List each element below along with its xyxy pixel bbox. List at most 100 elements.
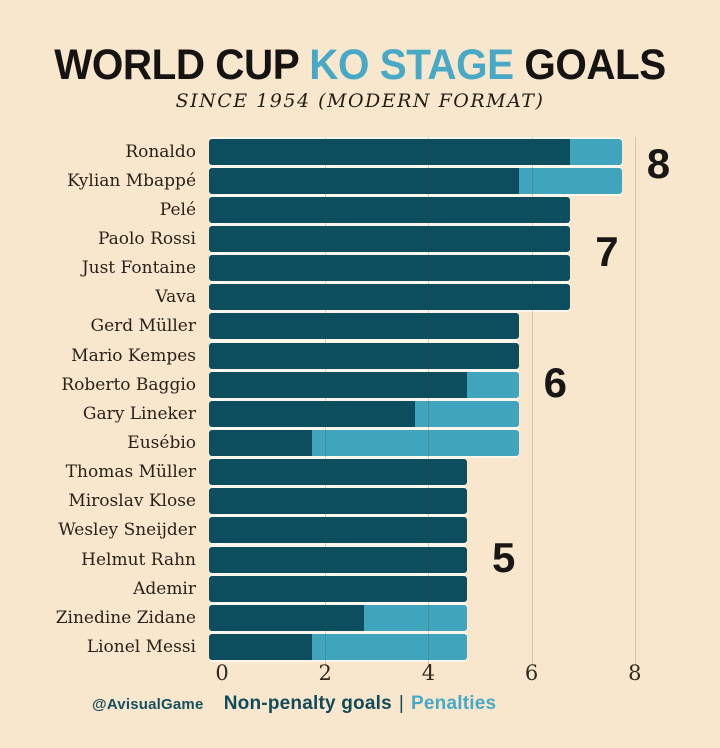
stacked-bar xyxy=(209,225,571,252)
bar-row: Pelé xyxy=(0,195,720,224)
bar-track xyxy=(209,255,720,282)
bar-row: Paolo Rossi xyxy=(0,224,720,253)
chart-title-part1: WORLD CUP xyxy=(54,41,310,89)
legend-nonpenalty-label: Non-penalty goals xyxy=(223,693,392,714)
nonpenalty-bar-segment xyxy=(209,459,467,486)
nonpenalty-bar-segment xyxy=(209,225,571,252)
axis-tick-label: 0 xyxy=(215,661,229,685)
bar-track xyxy=(209,313,720,340)
bar-track xyxy=(209,517,720,544)
penalty-bar-segment xyxy=(467,371,519,398)
stacked-bar xyxy=(209,604,467,631)
nonpenalty-bar-segment xyxy=(209,575,467,602)
stacked-bar xyxy=(209,342,519,369)
stacked-bar xyxy=(209,255,571,282)
bar-track xyxy=(209,138,720,165)
bar-row: Thomas Müller xyxy=(0,458,720,487)
nonpenalty-bar-segment xyxy=(209,517,467,544)
gridline xyxy=(325,137,327,665)
bar-row: Mario Kempes xyxy=(0,341,720,370)
bar-track xyxy=(209,400,720,427)
bar-track xyxy=(209,429,720,456)
penalty-bar-segment xyxy=(363,604,467,631)
bar-track xyxy=(209,342,720,369)
stacked-bar xyxy=(209,429,519,456)
bar-row: Roberto Baggio xyxy=(0,370,720,399)
chart-subtitle: SINCE 1954 (MODERN FORMAT) xyxy=(175,90,545,112)
bar-row: Wesley Sneijder xyxy=(0,516,720,545)
nonpenalty-bar-segment xyxy=(209,342,519,369)
nonpenalty-bar-segment xyxy=(209,255,571,282)
player-name-label: Gary Lineker xyxy=(82,403,196,424)
penalty-bar-segment xyxy=(415,400,519,427)
stacked-bar xyxy=(209,313,519,340)
stacked-bar xyxy=(209,138,622,165)
stacked-bar xyxy=(209,575,467,602)
bar-row: Just Fontaine xyxy=(0,254,720,283)
penalty-bar-segment xyxy=(312,633,467,660)
nonpenalty-bar-segment xyxy=(209,167,519,194)
bar-row: Lionel Messi xyxy=(0,632,720,661)
player-name-label: Gerd Müller xyxy=(90,316,196,337)
player-name-label: Kylian Mbappé xyxy=(67,170,196,191)
player-name-label: Ronaldo xyxy=(125,141,196,162)
player-name-label: Paolo Rossi xyxy=(97,228,196,249)
bar-track xyxy=(209,459,720,486)
total-goals-annotation: 6 xyxy=(543,358,567,406)
player-name-label: Just Fontaine xyxy=(81,258,196,279)
axis-tick-label: 4 xyxy=(421,661,436,685)
bar-track xyxy=(209,167,720,194)
bar-track xyxy=(209,371,720,398)
stacked-bar xyxy=(209,196,571,223)
bar-row: Gerd Müller xyxy=(0,312,720,341)
player-name-label: Mario Kempes xyxy=(71,345,196,366)
nonpenalty-bar-segment xyxy=(209,546,467,573)
total-goals-annotation: 8 xyxy=(646,140,670,188)
penalty-bar-segment xyxy=(312,429,519,456)
nonpenalty-bar-segment xyxy=(209,488,467,515)
total-goals-annotation: 7 xyxy=(595,227,618,275)
legend-penalties-label: Penalties xyxy=(411,693,497,714)
stacked-bar xyxy=(209,633,467,660)
axis-tick-label: 6 xyxy=(524,661,539,685)
stacked-bar xyxy=(209,400,519,427)
bar-chart-plot-area: Ronaldo Kylian Mbappé Pelé Paolo Rossi Just … xyxy=(0,137,720,662)
player-name-label: Roberto Baggio xyxy=(61,374,196,395)
gridline xyxy=(531,137,533,665)
stacked-bar xyxy=(209,546,467,573)
bar-row: Zinedine Zidane xyxy=(0,603,720,632)
bar-row: Kylian Mbappé xyxy=(0,166,720,195)
nonpenalty-bar-segment xyxy=(209,633,313,660)
penalty-bar-segment xyxy=(570,138,622,165)
stacked-bar xyxy=(209,517,467,544)
axis-tick-label: 8 xyxy=(628,661,642,685)
total-goals-annotation: 5 xyxy=(492,533,515,581)
player-name-label: Lionel Messi xyxy=(86,636,196,657)
bar-track xyxy=(209,284,720,311)
stacked-bar xyxy=(209,371,519,398)
chart-legend: Non-penalty goals | Penalties xyxy=(0,693,720,715)
chart-title-accent: KO STAGE xyxy=(309,41,514,89)
nonpenalty-bar-segment xyxy=(209,400,416,427)
bar-row: Vava xyxy=(0,283,720,312)
player-name-label: Thomas Müller xyxy=(65,462,196,483)
bar-track xyxy=(209,575,720,602)
stacked-bar xyxy=(209,459,467,486)
bar-track xyxy=(209,546,720,573)
gridline xyxy=(634,137,636,665)
bar-row: Miroslav Klose xyxy=(0,487,720,516)
stacked-bar xyxy=(209,167,622,194)
bar-track xyxy=(209,196,720,223)
chart-title: WORLD CUP KO STAGE GOALS xyxy=(22,44,699,87)
bar-track xyxy=(209,633,720,660)
bar-row: Ademir xyxy=(0,574,720,603)
bar-row: Ronaldo xyxy=(0,137,720,166)
bar-track xyxy=(209,488,720,515)
nonpenalty-bar-segment xyxy=(209,138,571,165)
legend-separator: | xyxy=(398,693,404,714)
bar-row: Helmut Rahn xyxy=(0,545,720,574)
nonpenalty-bar-segment xyxy=(209,313,519,340)
axis-tick-label: 2 xyxy=(318,661,332,685)
player-name-label: Miroslav Klose xyxy=(68,491,196,512)
